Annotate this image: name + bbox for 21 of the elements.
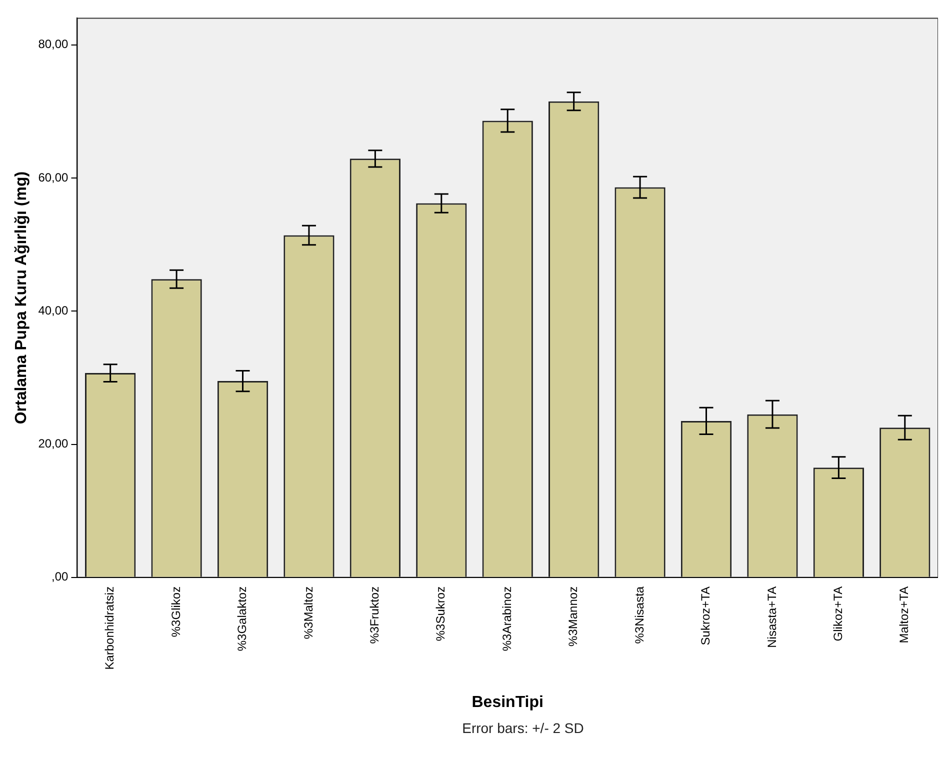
x-tick-label: %3Fruktoz — [368, 586, 382, 644]
x-tick-label: %3Maltoz — [301, 586, 316, 640]
x-tick-label: Sukroz+TA — [698, 586, 713, 646]
x-tick-label: %3Mannoz — [566, 586, 580, 646]
x-tick-label: %3Sukroz — [434, 586, 448, 642]
x-tick-label: Glikoz+TA — [830, 586, 845, 642]
y-tick-label: 60,00 — [38, 170, 69, 184]
x-tick-label: %3Nisasta — [632, 586, 646, 644]
y-tick-label: ,00 — [52, 570, 69, 584]
x-tick-label: Karbonhidratsiz — [102, 586, 117, 670]
y-tick-label: 80,00 — [38, 37, 69, 52]
x-axis-title: BesinTipi — [472, 694, 544, 711]
y-tick-label: 20,00 — [38, 436, 69, 451]
text: Error bars: +/- 2 SD — [461, 720, 585, 736]
y-axis-title: Ortalama Pupa Kuru Ağırlığı (mg) — [13, 171, 30, 424]
x-tick-label: %3Arabinoz — [500, 586, 514, 652]
y-tick-label: 40,00 — [38, 303, 69, 318]
x-tick-label: Maltoz+TA — [897, 586, 912, 644]
x-tick-label: Nisasta+TA — [764, 586, 779, 648]
x-tick-label: %3Glikoz — [168, 586, 183, 638]
x-tick-label: %3Galaktoz — [235, 586, 250, 652]
